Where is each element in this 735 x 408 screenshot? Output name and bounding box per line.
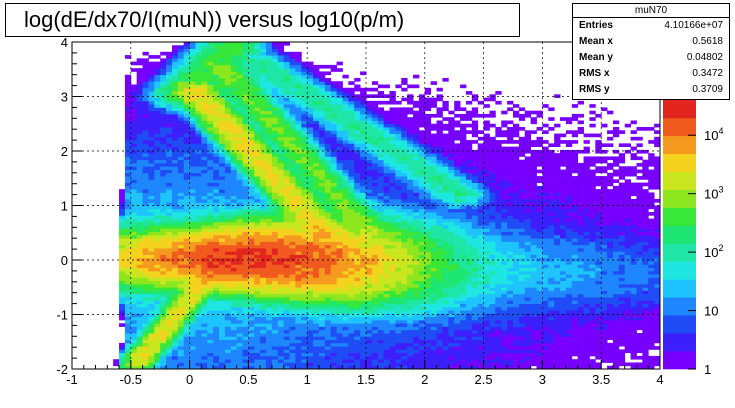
x-axis: -1 -0.5 0 0.5 1 1.5 2 2.5 3 3.5 4	[66, 360, 664, 387]
color-step	[663, 333, 696, 352]
x-tick-label: 1.5	[357, 372, 375, 387]
y-tick-label: 0	[61, 253, 68, 268]
color-label: 1	[704, 362, 711, 377]
stats-row-rms-x: RMS x 0.3472	[573, 66, 729, 82]
color-step	[663, 135, 696, 155]
stats-label: Mean x	[579, 36, 613, 47]
stats-name: muN70	[573, 4, 729, 18]
y-tick-label: -1	[56, 308, 68, 323]
x-tick-label: -0.5	[120, 372, 142, 387]
color-step	[663, 261, 696, 280]
stats-row-mean-y: Mean y 0.04802	[573, 50, 729, 66]
stats-label: Mean y	[579, 52, 613, 63]
stats-value: 0.3472	[692, 68, 723, 79]
color-step	[663, 297, 696, 316]
x-tick-label: 3	[539, 372, 546, 387]
stats-label: RMS x	[579, 68, 610, 79]
y-tick-label: 2	[61, 144, 68, 159]
y-tick-label: 1	[61, 199, 68, 214]
x-tick-label: 1	[304, 372, 311, 387]
stats-row-rms-y: RMS y 0.3709	[573, 82, 729, 98]
y-tick-label: 3	[61, 90, 68, 105]
color-step	[663, 279, 696, 298]
color-step	[663, 117, 696, 137]
stats-label: RMS y	[579, 84, 610, 95]
color-step	[663, 351, 696, 370]
stats-row-mean-x: Mean x 0.5618	[573, 34, 729, 50]
color-step	[663, 207, 696, 226]
chart-title: log(dE/dx70/I(muN)) versus log10(p/m)	[5, 3, 520, 37]
heatmap-cells	[113, 42, 661, 370]
color-step	[663, 243, 696, 262]
y-axis: -2 -1 0 1 2 3 4	[56, 35, 82, 377]
stats-label: Entries	[579, 20, 613, 31]
stats-value: 0.3709	[692, 84, 723, 95]
y-tick-label: -2	[56, 362, 68, 377]
stats-value: 0.04802	[686, 52, 723, 63]
x-tick-label: 3.5	[592, 372, 610, 387]
color-step	[663, 100, 696, 119]
color-step	[663, 315, 696, 334]
x-tick-label: 2.5	[475, 372, 493, 387]
color-step	[663, 225, 696, 244]
grid-lines	[72, 42, 660, 369]
y-tick-label: 4	[61, 35, 68, 50]
x-tick-label: 4	[656, 372, 663, 387]
color-step	[663, 153, 696, 173]
stats-value: 0.5618	[692, 36, 723, 47]
x-tick-label: 0.5	[239, 372, 257, 387]
color-label: 10	[704, 304, 718, 319]
x-tick-label: -1	[66, 372, 78, 387]
color-step	[663, 171, 696, 190]
x-tick-label: 0	[186, 372, 193, 387]
stats-box: muN70 Entries 4.10166e+07 Mean x 0.5618 …	[572, 3, 730, 100]
stats-row-entries: Entries 4.10166e+07	[573, 18, 729, 34]
stats-value: 4.10166e+07	[664, 20, 723, 31]
x-tick-label: 2	[421, 372, 428, 387]
color-step	[663, 189, 696, 208]
